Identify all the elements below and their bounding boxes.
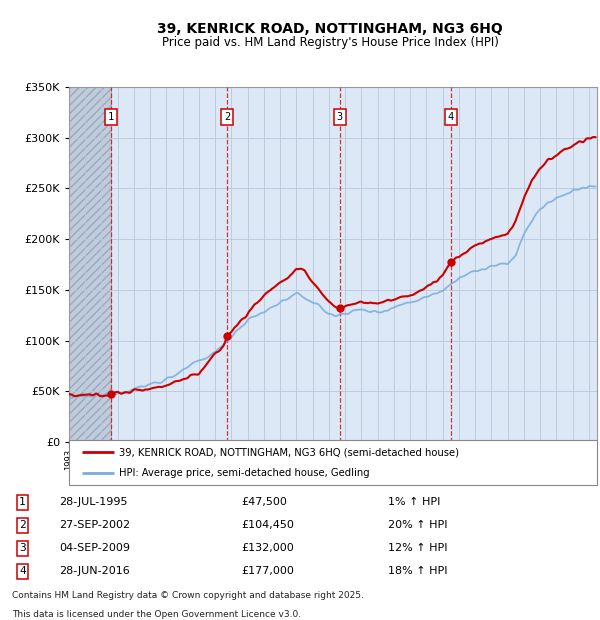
Text: 4: 4 — [448, 112, 454, 122]
Text: Contains HM Land Registry data © Crown copyright and database right 2025.: Contains HM Land Registry data © Crown c… — [12, 591, 364, 600]
Text: 28-JUL-1995: 28-JUL-1995 — [59, 497, 127, 507]
FancyBboxPatch shape — [69, 440, 597, 485]
Text: 1: 1 — [107, 112, 114, 122]
Text: 27-SEP-2002: 27-SEP-2002 — [59, 520, 130, 530]
Text: This data is licensed under the Open Government Licence v3.0.: This data is licensed under the Open Gov… — [12, 611, 301, 619]
Text: £47,500: £47,500 — [241, 497, 287, 507]
Text: £104,450: £104,450 — [241, 520, 294, 530]
Text: 1% ↑ HPI: 1% ↑ HPI — [388, 497, 440, 507]
Text: 39, KENRICK ROAD, NOTTINGHAM, NG3 6HQ (semi-detached house): 39, KENRICK ROAD, NOTTINGHAM, NG3 6HQ (s… — [119, 447, 459, 458]
Bar — [69, 87, 111, 442]
Text: HPI: Average price, semi-detached house, Gedling: HPI: Average price, semi-detached house,… — [119, 467, 370, 478]
Text: 04-SEP-2009: 04-SEP-2009 — [59, 543, 130, 553]
Text: 18% ↑ HPI: 18% ↑ HPI — [388, 566, 448, 576]
Text: 1: 1 — [19, 497, 26, 507]
Text: £132,000: £132,000 — [241, 543, 294, 553]
Text: Price paid vs. HM Land Registry's House Price Index (HPI): Price paid vs. HM Land Registry's House … — [161, 36, 499, 49]
Text: 2: 2 — [224, 112, 230, 122]
Text: 39, KENRICK ROAD, NOTTINGHAM, NG3 6HQ: 39, KENRICK ROAD, NOTTINGHAM, NG3 6HQ — [157, 22, 503, 36]
Text: 3: 3 — [337, 112, 343, 122]
Text: 28-JUN-2016: 28-JUN-2016 — [59, 566, 130, 576]
Text: 12% ↑ HPI: 12% ↑ HPI — [388, 543, 448, 553]
Text: £177,000: £177,000 — [241, 566, 294, 576]
Bar — [69, 87, 111, 442]
Text: 2: 2 — [19, 520, 26, 530]
Text: 3: 3 — [19, 543, 26, 553]
Text: 4: 4 — [19, 566, 26, 576]
Text: 20% ↑ HPI: 20% ↑ HPI — [388, 520, 448, 530]
